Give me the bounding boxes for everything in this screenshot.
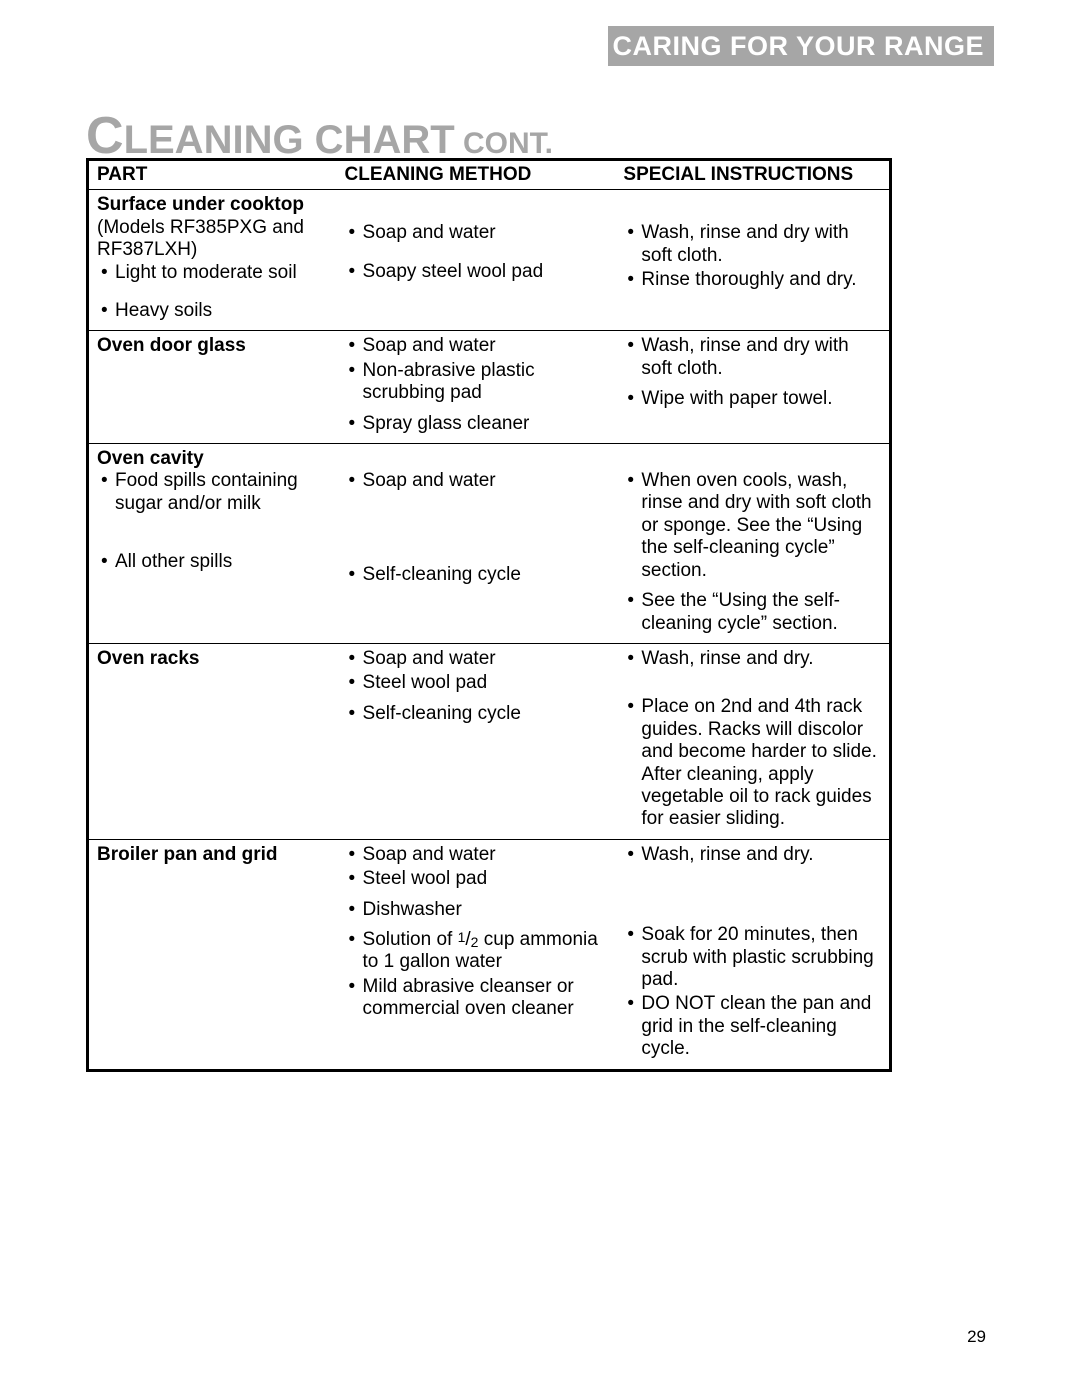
page-number: 29	[967, 1327, 986, 1347]
method-item: Solution of 1/2 cup ammonia to 1 gallon …	[345, 929, 610, 974]
part-sub-item: All other spills	[97, 551, 331, 573]
part-heading: Oven door glass	[97, 335, 246, 356]
method-item: Steel wool pad	[345, 672, 610, 694]
cell-method: Soap and water Self-cleaning cycle	[337, 444, 616, 644]
method-item: Soap and water	[345, 844, 610, 866]
instruction-item: Soak for 20 minutes, then scrub with pla…	[623, 924, 883, 991]
section-header-text: CARING FOR YOUR RANGE	[612, 31, 984, 62]
cell-instructions: Wash, rinse and dry with soft cloth. Wip…	[615, 331, 890, 444]
instruction-item: Wash, rinse and dry with soft cloth.	[623, 222, 883, 267]
method-item: Soapy steel wool pad	[345, 261, 610, 283]
instruction-item: Wash, rinse and dry with soft cloth.	[623, 335, 883, 380]
method-item: Non-abrasive plastic scrubbing pad	[345, 360, 610, 405]
page-title: CLEANING CHART CONT.	[86, 106, 553, 166]
method-item: Mild abrasive cleanser or commercial ove…	[345, 976, 610, 1021]
instruction-item: Wash, rinse and dry.	[623, 844, 883, 866]
col-header-part: PART	[88, 160, 337, 190]
part-sub-item: Heavy soils	[97, 300, 331, 322]
table-row: Oven door glass Soap and water Non-abras…	[88, 331, 891, 444]
method-item: Soap and water	[345, 470, 610, 492]
part-models: (Models RF385PXG and RF387LXH)	[97, 217, 304, 260]
instruction-item: Wash, rinse and dry.	[623, 648, 883, 670]
method-item: Spray glass cleaner	[345, 413, 610, 435]
instruction-item: Place on 2nd and 4th rack guides. Racks …	[623, 696, 883, 830]
cell-instructions: Wash, rinse and dry. Place on 2nd and 4t…	[615, 643, 890, 839]
instruction-item: When oven cools, wash, rinse and dry wit…	[623, 470, 883, 582]
part-sub-item: Food spills containing sugar and/or milk	[97, 470, 331, 515]
part-heading: Broiler pan and grid	[97, 844, 278, 865]
cell-method: Soap and water Soapy steel wool pad	[337, 190, 616, 331]
table-row: Broiler pan and grid Soap and water Stee…	[88, 839, 891, 1070]
part-heading: Oven cavity	[97, 448, 204, 469]
section-header-bar: CARING FOR YOUR RANGE	[608, 26, 994, 66]
cell-part: Oven door glass	[88, 331, 337, 444]
instruction-item: See the “Using the self-cleaning cycle” …	[623, 590, 883, 635]
method-item: Dishwasher	[345, 899, 610, 921]
cell-part: Broiler pan and grid	[88, 839, 337, 1070]
cell-method: Soap and water Non-abrasive plastic scru…	[337, 331, 616, 444]
cell-part: Oven racks	[88, 643, 337, 839]
part-sub-item: Light to moderate soil	[97, 262, 331, 284]
title-cont-rest: ONT.	[485, 127, 553, 160]
instruction-item: DO NOT clean the pan and grid in the sel…	[623, 993, 883, 1060]
cell-method: Soap and water Steel wool pad Self-clean…	[337, 643, 616, 839]
cell-method: Soap and water Steel wool pad Dishwasher…	[337, 839, 616, 1070]
cell-instructions: Wash, rinse and dry. Soak for 20 minutes…	[615, 839, 890, 1070]
instruction-item: Wipe with paper towel.	[623, 388, 883, 410]
col-header-method: CLEANING METHOD	[337, 160, 616, 190]
table-row: Surface under cooktop (Models RF385PXG a…	[88, 190, 891, 331]
method-item: Steel wool pad	[345, 868, 610, 890]
table-row: Oven racks Soap and water Steel wool pad…	[88, 643, 891, 839]
title-first-char: C	[86, 107, 124, 165]
method-item: Soap and water	[345, 335, 610, 357]
cell-part: Oven cavity Food spills containing sugar…	[88, 444, 337, 644]
instruction-item: Rinse thoroughly and dry.	[623, 269, 883, 291]
cell-part: Surface under cooktop (Models RF385PXG a…	[88, 190, 337, 331]
title-cont-first: C	[455, 127, 485, 160]
method-item: Soap and water	[345, 648, 610, 670]
table-row: Oven cavity Food spills containing sugar…	[88, 444, 891, 644]
cell-instructions: When oven cools, wash, rinse and dry wit…	[615, 444, 890, 644]
cleaning-chart-table: PART CLEANING METHOD SPECIAL INSTRUCTION…	[86, 158, 892, 1072]
part-heading: Oven racks	[97, 648, 199, 669]
part-heading: Surface under cooktop	[97, 194, 304, 215]
table-header-row: PART CLEANING METHOD SPECIAL INSTRUCTION…	[88, 160, 891, 190]
col-header-instructions: SPECIAL INSTRUCTIONS	[615, 160, 890, 190]
title-rest: LEANING CHART	[124, 118, 455, 162]
method-item: Soap and water	[345, 222, 610, 244]
method-item: Self-cleaning cycle	[345, 564, 610, 586]
method-item: Self-cleaning cycle	[345, 703, 610, 725]
cell-instructions: Wash, rinse and dry with soft cloth. Rin…	[615, 190, 890, 331]
